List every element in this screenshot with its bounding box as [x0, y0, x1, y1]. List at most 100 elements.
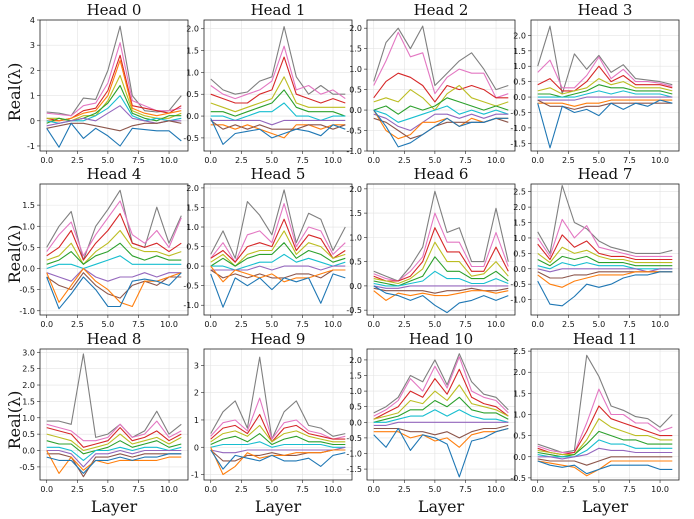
series-line-2 [46, 213, 182, 261]
chart-title: Head 2 [414, 1, 469, 19]
y-tick-label: -0.5 [510, 108, 526, 117]
x-tick-label: 0.0 [531, 156, 544, 165]
x-tick-label: 5.0 [593, 156, 606, 165]
y-tick-label: -1.5 [346, 465, 362, 474]
y-tick-label: 1.5 [349, 45, 362, 54]
chart-panel-1: -0.5 0.0 0.5 1.0 1.5 2.0 0.0 2.5 5.0 7.5 10.0 Head … [183, 1, 353, 165]
y-tick-label: 0.0 [513, 453, 526, 462]
y-tick-label: 0.5 [22, 243, 35, 252]
y-tick-label: 1.0 [349, 65, 362, 74]
series-line-0 [373, 25, 509, 91]
x-tick-label: 10.0 [160, 320, 178, 329]
x-axis-label: Layer [418, 497, 465, 516]
y-tick-label: 2.0 [186, 184, 199, 193]
y-tick-label: 4 [30, 16, 35, 25]
series-line-1 [46, 420, 182, 442]
y-tick-label: 0.5 [349, 258, 362, 267]
series-line-1 [210, 45, 346, 100]
x-tick-label: 10.0 [160, 485, 178, 494]
x-tick-label: 0.0 [204, 156, 217, 165]
y-tick-label: -0.5 [183, 134, 199, 143]
y-tick-label: 2.5 [513, 188, 526, 197]
chart-title: Head 1 [251, 1, 306, 19]
y-tick-label: -0.5 [510, 474, 526, 483]
y-tick-label: 1.5 [349, 372, 362, 381]
chart-panel-0: -1 0 1 2 3 4 0.0 2.5 5.0 7.5 10.0 Head 0 [27, 1, 189, 165]
series-line-4 [373, 396, 509, 423]
plot-frame [530, 19, 680, 152]
series-line-7 [373, 424, 509, 439]
series-line-3 [537, 418, 673, 456]
y-tick-label: -1.0 [510, 296, 526, 305]
x-tick-label: 7.5 [132, 156, 145, 165]
x-tick-label: 0.0 [40, 320, 53, 329]
x-tick-label: 7.5 [623, 156, 636, 165]
x-tick-label: 0.0 [40, 485, 53, 494]
series-line-3 [373, 84, 509, 111]
series-line-6 [373, 285, 509, 289]
series-line-2 [46, 427, 182, 448]
series-line-0 [537, 354, 673, 454]
y-tick-label: 0.5 [513, 249, 526, 258]
chart-title: Head 7 [578, 165, 633, 183]
y-tick-label: 1.0 [513, 411, 526, 420]
series-line-6 [210, 265, 346, 271]
y-tick-label: 0.0 [186, 262, 199, 271]
x-tick-label: 2.5 [398, 320, 411, 329]
y-tick-label: 3.0 [22, 348, 35, 357]
x-tick-label: 5.0 [266, 485, 279, 494]
series-line-8 [537, 460, 673, 477]
chart-title: Head 6 [414, 165, 469, 183]
x-tick-label: 2.5 [562, 485, 575, 494]
y-tick-label: 1.5 [349, 209, 362, 218]
y-tick-label: 2 [30, 66, 35, 75]
series-line-1 [537, 218, 673, 257]
series-line-9 [46, 122, 182, 148]
series-line-2 [210, 56, 346, 104]
y-axis-label: Real(λ) [5, 391, 24, 450]
series-line-5 [373, 409, 509, 423]
x-tick-label: 5.0 [266, 320, 279, 329]
series-line-8 [210, 265, 346, 283]
y-tick-label: -1.5 [510, 139, 526, 148]
x-tick-label: 10.0 [487, 156, 505, 165]
series-line-9 [373, 109, 509, 148]
y-tick-label: 1.5 [22, 201, 35, 210]
x-tick-label: 5.0 [102, 156, 115, 165]
series-line-2 [537, 405, 673, 456]
series-line-2 [537, 234, 673, 261]
x-tick-label: 2.5 [71, 485, 84, 494]
x-tick-label: 7.5 [623, 320, 636, 329]
series-line-2 [537, 65, 673, 92]
x-tick-label: 10.0 [651, 320, 669, 329]
x-tick-label: 0.0 [367, 320, 380, 329]
y-axis-label: Real(λ) [5, 63, 24, 122]
x-tick-label: 7.5 [132, 320, 145, 329]
y-tick-label: -0.5 [19, 286, 35, 295]
series-line-3 [373, 241, 509, 285]
y-tick-label: 1.0 [22, 222, 35, 231]
series-line-2 [373, 368, 509, 420]
series-line-9 [210, 118, 346, 145]
series-line-4 [210, 89, 346, 117]
y-tick-label: 0.5 [22, 430, 35, 439]
series-line-7 [46, 453, 182, 478]
series-line-1 [537, 388, 673, 454]
x-tick-label: 10.0 [651, 485, 669, 494]
y-tick-label: -0.5 [346, 306, 362, 315]
chart-title: Head 0 [87, 1, 142, 19]
x-tick-label: 5.0 [429, 320, 442, 329]
series-line-5 [46, 84, 182, 124]
x-tick-label: 7.5 [296, 485, 309, 494]
series-line-0 [537, 25, 673, 95]
series-line-4 [537, 255, 673, 267]
series-line-0 [537, 184, 673, 254]
chart-panel-9: -1 0 1 2 3 0.0 2.5 5.0 7.5 10.0 Head 9 [191, 330, 353, 494]
series-line-3 [210, 76, 346, 113]
series-line-2 [210, 218, 346, 263]
x-tick-label: 7.5 [296, 320, 309, 329]
series-line-6 [373, 113, 509, 132]
series-line-3 [46, 433, 182, 452]
y-tick-label: 2.0 [513, 31, 526, 40]
x-tick-label: 5.0 [429, 156, 442, 165]
